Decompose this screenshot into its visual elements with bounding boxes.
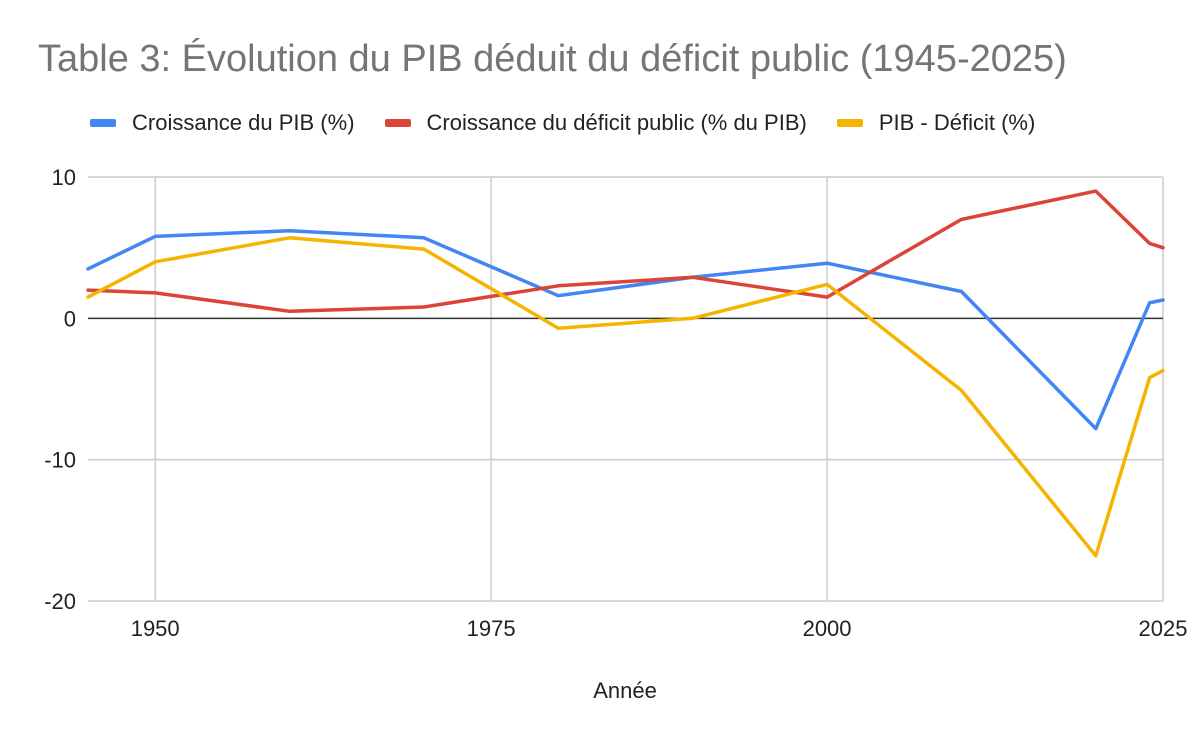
legend: Croissance du PIB (%) Croissance du défi… (90, 110, 1065, 136)
y-tick-label: -10 (44, 448, 76, 473)
x-tick-label: 2025 (1139, 616, 1188, 641)
legend-swatch-deficit-growth (384, 119, 411, 127)
series-line-gdp-growth[interactable] (86, 228, 1165, 431)
grid-lines (88, 176, 1164, 602)
y-tick-label: 10 (52, 165, 76, 190)
chart-title: Table 3: Évolution du PIB déduit du défi… (38, 38, 1067, 80)
x-axis-title: Année (593, 678, 657, 703)
legend-swatch-gdp-minus-deficit (836, 119, 863, 127)
series-line-gdp-minus-deficit[interactable] (86, 236, 1165, 558)
series-lines (86, 189, 1165, 558)
legend-swatch-gdp-growth (90, 119, 116, 127)
x-axis-tick-labels: 1950 1975 2000 2025 (131, 616, 1188, 641)
legend-label-gdp-minus-deficit: PIB - Déficit (%) (878, 110, 1036, 135)
legend-label-deficit-growth: Croissance du déficit public (% du PIB) (426, 110, 807, 135)
y-axis-tick-labels: 10 0 -10 -20 (44, 165, 76, 614)
series-line-deficit-growth[interactable] (86, 189, 1165, 314)
legend-item-gdp-growth[interactable]: Croissance du PIB (%) (90, 110, 355, 136)
legend-label-gdp-growth: Croissance du PIB (%) (132, 110, 355, 135)
x-tick-label: 2000 (803, 616, 852, 641)
legend-item-deficit-growth[interactable]: Croissance du déficit public (% du PIB) (384, 110, 807, 136)
legend-item-gdp-minus-deficit[interactable]: PIB - Déficit (%) (836, 110, 1036, 136)
x-tick-label: 1975 (467, 616, 516, 641)
y-tick-label: -20 (44, 589, 76, 614)
y-tick-label: 0 (64, 306, 76, 331)
x-tick-label: 1950 (131, 616, 180, 641)
